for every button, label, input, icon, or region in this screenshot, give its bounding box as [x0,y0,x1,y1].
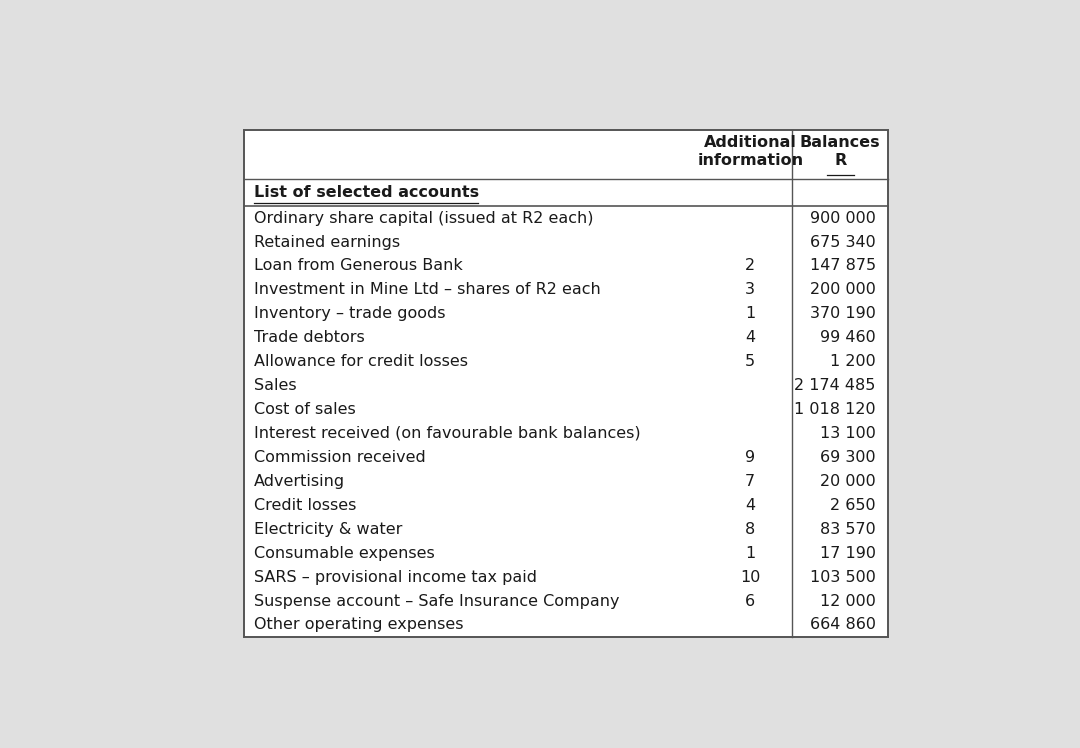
Text: 2 174 485: 2 174 485 [795,378,876,393]
Text: Balances
R: Balances R [800,135,880,168]
Text: Retained earnings: Retained earnings [254,235,400,250]
Text: 20 000: 20 000 [820,473,876,489]
Text: Advertising: Advertising [254,473,345,489]
Text: 200 000: 200 000 [810,283,876,298]
Text: 147 875: 147 875 [810,259,876,274]
Text: 370 190: 370 190 [810,307,876,322]
Text: 4: 4 [745,497,755,513]
Text: 5: 5 [745,354,755,370]
FancyBboxPatch shape [244,130,889,637]
Text: 12 000: 12 000 [820,593,876,609]
Text: Loan from Generous Bank: Loan from Generous Bank [254,259,462,274]
Text: Suspense account – Safe Insurance Company: Suspense account – Safe Insurance Compan… [254,593,619,609]
Text: 2: 2 [745,259,755,274]
Text: 13 100: 13 100 [820,426,876,441]
Text: Commission received: Commission received [254,450,426,465]
Text: Cost of sales: Cost of sales [254,402,355,417]
Text: 6: 6 [745,593,755,609]
Text: Inventory – trade goods: Inventory – trade goods [254,307,445,322]
Text: Other operating expenses: Other operating expenses [254,617,463,633]
Text: 3: 3 [745,283,755,298]
Text: 664 860: 664 860 [810,617,876,633]
Text: Ordinary share capital (issued at R2 each): Ordinary share capital (issued at R2 eac… [254,211,593,226]
Text: Trade debtors: Trade debtors [254,331,365,346]
Text: Investment in Mine Ltd – shares of R2 each: Investment in Mine Ltd – shares of R2 ea… [254,283,600,298]
Text: 1 018 120: 1 018 120 [794,402,876,417]
Text: 7: 7 [745,473,755,489]
Text: 10: 10 [740,569,760,585]
Text: Credit losses: Credit losses [254,497,356,513]
Text: 83 570: 83 570 [820,521,876,537]
Text: Additional
information: Additional information [697,135,804,168]
Text: Sales: Sales [254,378,297,393]
Text: 4: 4 [745,331,755,346]
Text: 1 200: 1 200 [831,354,876,370]
Text: List of selected accounts: List of selected accounts [254,185,478,200]
Text: 99 460: 99 460 [820,331,876,346]
Text: Electricity & water: Electricity & water [254,521,402,537]
Text: 2 650: 2 650 [831,497,876,513]
Text: Interest received (on favourable bank balances): Interest received (on favourable bank ba… [254,426,640,441]
Text: Consumable expenses: Consumable expenses [254,545,434,561]
Text: 1: 1 [745,545,755,561]
Text: 17 190: 17 190 [820,545,876,561]
Text: 103 500: 103 500 [810,569,876,585]
Text: 69 300: 69 300 [820,450,876,465]
Text: 8: 8 [745,521,755,537]
Text: 9: 9 [745,450,755,465]
Text: 675 340: 675 340 [810,235,876,250]
Text: 1: 1 [745,307,755,322]
Text: SARS – provisional income tax paid: SARS – provisional income tax paid [254,569,537,585]
Text: Allowance for credit losses: Allowance for credit losses [254,354,468,370]
Text: 900 000: 900 000 [810,211,876,226]
